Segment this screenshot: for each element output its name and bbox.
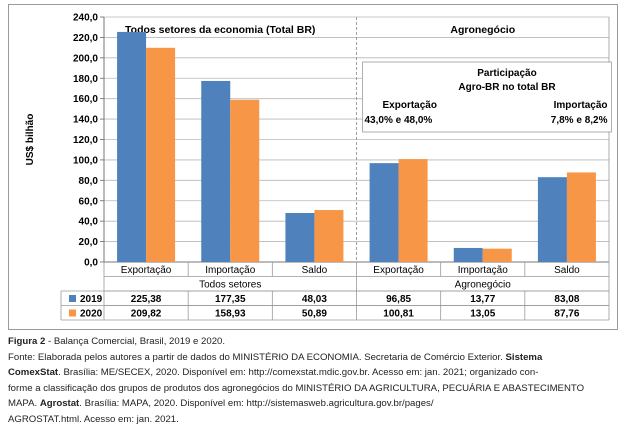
caption-line-2: Fonte: Elaborada pelos autores a partir … [8, 350, 620, 366]
caption-line-6: AGROSTAT.html. Acesso em: jan. 2021. [8, 412, 620, 428]
bar-2020-1 [146, 47, 176, 263]
x-tick-label: Importação [458, 265, 508, 276]
caption-line-5: MAPA. Agrostat. Brasília: MAPA, 2020. Di… [8, 396, 620, 412]
caption-line-1: Figura 2 - Balança Comercial, Brasil, 20… [8, 334, 620, 350]
data-label-2019: 96,85 [386, 294, 411, 305]
caption-line-3: ComexStat. Brasília: ME/SECEX, 2020. Dis… [8, 365, 620, 381]
legend-label-2020: 2020 [80, 309, 103, 320]
x-tick-label: Exportação [373, 265, 424, 276]
figure-caption: Figura 2 - Balança Comercial, Brasil, 20… [8, 334, 620, 427]
y-tick-label: 120,0 [73, 135, 98, 146]
source-text-e: . Brasília: MAPA, 2020. Disponível em: h… [79, 398, 434, 409]
data-label-2020: 209,82 [131, 309, 162, 320]
source-text-b: . Brasília: ME/SECEX, 2020. Disponível e… [58, 367, 539, 378]
bar-2020-5 [482, 248, 512, 262]
legend-swatch-2019 [69, 295, 76, 302]
bar-2020-4 [398, 159, 428, 262]
figure-label: Figura 2 [8, 336, 46, 347]
data-label-2020: 50,89 [302, 309, 327, 320]
annotation-left-value: 43,0% e 48,0% [365, 115, 433, 126]
bar-2019-2 [201, 80, 231, 263]
annotation-title-2: Agro-BR no total BR [458, 82, 556, 93]
y-axis-label: US$ bilhão [25, 114, 36, 166]
y-tick-label: 0,0 [84, 258, 98, 269]
y-tick-label: 60,0 [79, 196, 99, 207]
group-label-left: Todos setores [199, 280, 261, 291]
y-tick-label: 140,0 [73, 115, 98, 126]
x-tick-label: Saldo [302, 265, 328, 276]
data-label-2020: 87,76 [554, 309, 579, 320]
y-tick-label: 180,0 [73, 74, 98, 85]
figure-title: - Balança Comercial, Brasil, 2019 e 2020… [45, 336, 226, 347]
annotation-right-value: 7,8% e 8,2% [551, 115, 608, 126]
y-tick-label: 200,0 [73, 53, 98, 64]
panel-title-bg [110, 21, 331, 37]
panel-title-bg [437, 21, 528, 37]
bar-2020-2 [230, 99, 260, 262]
annotation-left-label: Exportação [383, 100, 437, 111]
bar-2020-3 [314, 210, 344, 262]
bar-2019-3 [285, 212, 315, 262]
group-label-right: Agronegócio [455, 280, 512, 291]
data-label-2020: 13,05 [470, 309, 495, 320]
source-text-a: Fonte: Elaborada pelos autores a partir … [8, 351, 506, 363]
data-label-2019: 83,08 [554, 294, 579, 305]
x-tick-label: Importação [205, 265, 255, 276]
source-bold-c: Agrostat [39, 398, 80, 409]
legend-swatch-2020 [69, 309, 76, 317]
caption-line-4: forme a classificação dos grupos de prod… [8, 381, 620, 397]
chart-figure: US$ bilhão 0,0 20,0 40,0 60,0 80,0 100,0 120,0 1… [8, 4, 618, 330]
y-tick-label: 80,0 [79, 176, 99, 187]
annotation-right-label: Importação [554, 100, 608, 111]
panel-title-left: Todos setores da economia (Total BR) [125, 24, 315, 36]
y-tick-label: 100,0 [73, 155, 98, 166]
annotation-title-1: Participação [477, 68, 536, 79]
y-tick-label: 160,0 [73, 94, 98, 105]
y-tick-label: 20,0 [79, 237, 99, 248]
bar-2019-6 [537, 177, 567, 262]
bar-chart: US$ bilhão 0,0 20,0 40,0 60,0 80,0 100,0 120,0 1… [25, 13, 612, 321]
panel-title-right: Agronegócio [450, 24, 515, 36]
data-label-2020: 100,81 [383, 309, 414, 320]
data-label-2019: 48,03 [302, 294, 327, 305]
source-text-c: forme a classificação dos grupos de prod… [8, 382, 585, 394]
source-bold-b: ComexStat [8, 367, 59, 378]
x-tick-label: Exportação [121, 265, 172, 276]
y-tick-label: 240,0 [73, 13, 98, 24]
bar-2020-6 [566, 172, 596, 262]
data-label-2019: 13,77 [470, 294, 495, 305]
legend-label-2019: 2019 [80, 294, 103, 305]
source-text-d: MAPA. [8, 398, 40, 409]
annotation-box [362, 61, 612, 133]
y-tick-label: 220,0 [73, 33, 98, 44]
y-tick-label: 40,0 [79, 217, 99, 228]
data-label-2019: 225,38 [131, 294, 162, 305]
source-bold-a: Sistema [505, 351, 543, 363]
data-label-2019: 177,35 [215, 294, 246, 305]
bar-2019-1 [117, 31, 147, 262]
x-tick-label: Saldo [554, 265, 580, 276]
source-text-f: AGROSTAT.html. Acesso em: jan. 2021. [8, 413, 179, 425]
bar-2019-4 [369, 163, 399, 262]
bar-2019-5 [453, 247, 483, 262]
data-label-2020: 158,93 [215, 309, 246, 320]
